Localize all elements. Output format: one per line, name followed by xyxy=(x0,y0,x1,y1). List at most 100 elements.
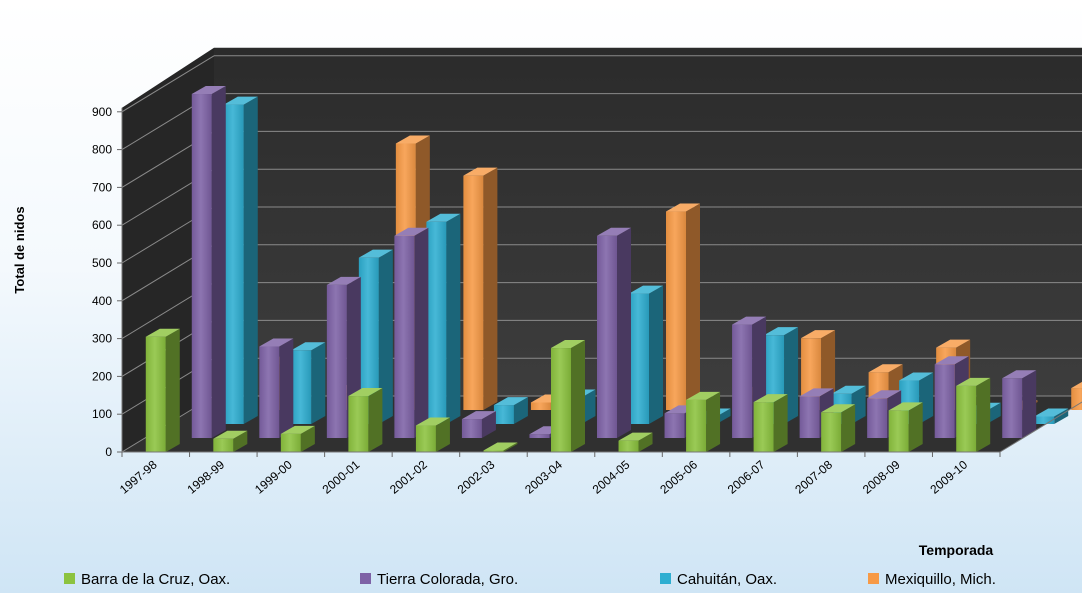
bar-front xyxy=(463,175,484,410)
bar-front xyxy=(529,434,550,438)
bar xyxy=(461,411,496,438)
bar-top xyxy=(259,338,294,347)
bar xyxy=(358,249,393,424)
bar-front xyxy=(280,433,301,452)
bar-front xyxy=(394,235,415,438)
legend-label: Tierra Colorada, Gro. xyxy=(377,571,518,588)
x-tick-label: 2005-06 xyxy=(657,457,700,496)
x-tick-label: 2004-05 xyxy=(590,457,633,496)
bar-top xyxy=(868,364,903,373)
bar-side xyxy=(617,227,631,438)
bar-top xyxy=(291,342,326,351)
y-tick-label: 200 xyxy=(92,369,112,383)
y-tick-label: 700 xyxy=(92,180,112,194)
bar-side xyxy=(279,338,294,438)
y-axis-label: Total de nidos xyxy=(12,206,27,293)
gridline xyxy=(121,55,215,113)
x-tick-label: 2002-03 xyxy=(455,457,498,496)
bar-side xyxy=(446,213,461,424)
bar-top xyxy=(461,411,496,420)
bar-top xyxy=(348,388,383,397)
bar-side xyxy=(211,86,226,439)
bar-front xyxy=(1002,378,1023,438)
bar-top xyxy=(326,276,361,285)
x-tick-label: 1999-00 xyxy=(252,457,295,496)
bar-side xyxy=(841,404,856,452)
bar-top xyxy=(831,385,866,394)
bar-top xyxy=(1034,408,1069,417)
legend-swatch xyxy=(660,573,671,584)
x-tick-labels: 1997-98 1998-99 1999-00 2000-01 2001-02 2002-… xyxy=(117,457,970,496)
y-tick-label: 100 xyxy=(92,407,112,421)
bar xyxy=(223,96,258,424)
bar-top xyxy=(936,339,971,348)
bar-front xyxy=(666,211,686,410)
bar-top xyxy=(629,285,663,294)
bar-front xyxy=(664,413,685,438)
bar-top xyxy=(1002,370,1037,379)
bar xyxy=(666,203,700,410)
bar-front xyxy=(956,385,977,452)
bar-top xyxy=(1071,381,1082,389)
y-tick-labels: 0 100 200 300 400 500 600 700 800 900 xyxy=(92,105,112,459)
bar-top xyxy=(666,203,700,212)
bar-side xyxy=(638,432,653,452)
y-tick-label: 600 xyxy=(92,218,112,232)
bar xyxy=(145,328,180,452)
y-tick-label: 0 xyxy=(105,445,112,459)
bar-top xyxy=(618,432,653,441)
bar-front xyxy=(934,364,955,438)
bar-front xyxy=(1071,388,1082,410)
bar-top xyxy=(463,167,498,176)
bar xyxy=(629,285,663,424)
legend-label: Barra de la Cruz, Oax. xyxy=(81,571,230,588)
y-tick-label: 800 xyxy=(92,143,112,157)
bar-side xyxy=(1022,370,1037,438)
bar-side xyxy=(233,430,248,452)
bar-front xyxy=(223,104,244,424)
bar xyxy=(956,377,991,452)
bar xyxy=(394,227,429,438)
bar-front xyxy=(753,402,774,452)
bar-top xyxy=(145,328,180,337)
bar-front xyxy=(821,412,842,452)
bar-top xyxy=(732,316,767,325)
bar-side xyxy=(773,394,788,452)
bar-top xyxy=(395,135,430,144)
bar-top xyxy=(801,330,836,339)
bar xyxy=(1071,381,1082,410)
bar xyxy=(426,213,461,424)
bar-side xyxy=(311,342,326,424)
bar-side xyxy=(571,340,585,452)
bars xyxy=(145,86,1082,452)
bar-front xyxy=(426,221,447,424)
bar-front xyxy=(483,450,504,452)
bar-side xyxy=(378,249,393,424)
bar-front xyxy=(888,410,909,452)
floor-edge xyxy=(999,401,1082,453)
bar-top xyxy=(415,417,450,426)
bar-side xyxy=(976,377,991,452)
legend-swatch xyxy=(64,573,75,584)
bar-side xyxy=(481,411,496,438)
bar-front xyxy=(732,324,753,438)
bar-front xyxy=(867,398,888,438)
bar-side xyxy=(243,96,258,424)
bar-side xyxy=(706,391,721,452)
legend-item: Mexiquillo, Mich. xyxy=(868,571,996,588)
bar xyxy=(551,340,585,452)
bar xyxy=(291,342,326,424)
bar xyxy=(686,391,721,452)
bar-front xyxy=(618,440,639,452)
x-tick-label: 2009-10 xyxy=(927,457,970,496)
bar-side xyxy=(165,328,180,452)
bar-top xyxy=(358,249,393,258)
bar-side xyxy=(368,388,383,452)
bar-top xyxy=(821,404,856,413)
bar-top xyxy=(888,402,923,411)
x-tick-label: 2008-09 xyxy=(860,457,903,496)
bar-side xyxy=(435,417,450,452)
legend-item: Tierra Colorada, Gro. xyxy=(360,571,518,588)
x-axis-label: Temporada xyxy=(919,542,994,558)
